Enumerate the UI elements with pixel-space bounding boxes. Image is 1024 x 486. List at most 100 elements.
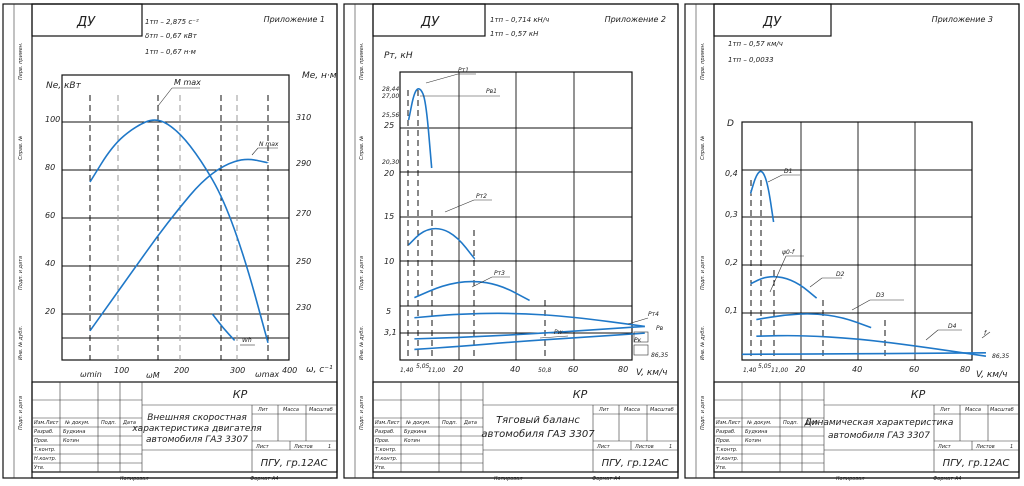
sheet-2-tb-lit: Лит bbox=[598, 407, 610, 413]
sheet-3-tb-org: ПГУ, гр.12АС bbox=[943, 458, 1010, 469]
sheet-2-stamp-box bbox=[372, 3, 486, 37]
sheet-2-leader bbox=[471, 276, 493, 288]
sheet-1-side-label: Перв. примен. bbox=[18, 42, 24, 80]
sheet-1-side-label: Справ. № bbox=[18, 136, 24, 160]
sheet-2-param-2: 1тп – 0,57 кН bbox=[490, 30, 539, 38]
sheet-1-tb-person: Разраб. bbox=[34, 429, 54, 435]
sheet-3-param-2: 1тп – 0,0033 bbox=[728, 56, 774, 64]
sheet-3-side-label: Справ. № bbox=[700, 136, 706, 160]
sheet-1-leader-nmax bbox=[251, 147, 259, 156]
sheet-2-side-label: Перв. примен. bbox=[359, 42, 365, 80]
sheet-1-right-tick: 270 bbox=[296, 209, 311, 218]
sheet-1-x-tick: 400 bbox=[282, 366, 297, 375]
sheet-1-x-tick: ωmax bbox=[255, 370, 279, 379]
sheet-3-y-tick: 0,3 bbox=[725, 210, 738, 219]
sheet-2-tb-person: Т.контр. bbox=[375, 447, 397, 453]
sheet-2-tb-org: ПГУ, гр.12АС bbox=[602, 458, 669, 469]
sheet-1-footer-right: Формат А4 bbox=[250, 476, 278, 482]
sheet-1-right-tick: 310 bbox=[296, 113, 311, 122]
sheet-3-x-tick: 1,40 bbox=[743, 367, 757, 374]
sheet-2-appendix: Приложение 2 bbox=[605, 15, 666, 24]
sheet-1-tb-lit: Лит bbox=[257, 407, 269, 413]
sheet-2: ДУ Приложение 2 1тп – 0,714 кН/ч 1тп – 0… bbox=[343, 3, 679, 482]
sheet-3-annot: f bbox=[984, 330, 987, 337]
sheet-2-tb-mass: Масса bbox=[624, 407, 640, 413]
sheet-1-left-tick: 60 bbox=[45, 211, 55, 220]
sheet-1-ylabel-left: Ne, кВт bbox=[46, 81, 82, 91]
sheet-3-x-tick: 40 bbox=[852, 365, 862, 374]
sheet-1-xlabel: ω, с⁻¹ bbox=[306, 365, 333, 375]
sheet-2-tb-name: Котин bbox=[404, 438, 421, 444]
sheet-3-tb-sheets-count: 1 bbox=[1010, 444, 1013, 450]
sheet-3-tb-row: Изм.Лист bbox=[716, 420, 742, 426]
sheet-2-leader bbox=[444, 199, 475, 213]
sheet-2-x-tick: 50,8 bbox=[538, 367, 552, 374]
sheet-1-left-tick: 80 bbox=[45, 163, 55, 172]
sheet-1-right-tick: 250 bbox=[296, 257, 311, 266]
sheet-1-leader-mmax bbox=[157, 87, 173, 107]
series-curve-pт1 bbox=[407, 88, 433, 169]
sheet-2-x-tick: 60 bbox=[568, 365, 578, 374]
sheet-3-leader bbox=[851, 299, 871, 311]
sheet-3-inner-frame bbox=[713, 3, 1020, 479]
sheet-1-footer-left: Копировал bbox=[120, 476, 149, 482]
sheet-2-tb-sheets: Листов bbox=[634, 444, 654, 450]
sheet-2-x-tick: 1,40 bbox=[400, 367, 414, 374]
sheet-3-footer-right: Формат А4 bbox=[933, 476, 961, 482]
sheet-2-leader bbox=[539, 335, 569, 339]
sheet-2-ylabel: Pт, кН bbox=[384, 51, 413, 61]
sheet-3: ДУ Приложение 3 1тп – 0,57 км/ч 1тп – 0,… bbox=[684, 3, 1020, 482]
sheet-1-tb-mass: Масса bbox=[283, 407, 299, 413]
sheet-2-tb-scale: Масштаб bbox=[650, 407, 674, 413]
sheet-2-tb-title-line: Тяговый баланс bbox=[496, 414, 580, 426]
sheet-1-left-tick: 20 bbox=[45, 307, 55, 316]
sheet-2-x-tick: 80 bbox=[618, 365, 628, 374]
sheet-3-tb-person: Утв. bbox=[716, 465, 727, 471]
sheet-3-leader bbox=[925, 329, 939, 341]
sheet-1-x-tick: 200 bbox=[174, 366, 189, 375]
sheet-2-x-tick: 20 bbox=[453, 365, 463, 374]
sheet-1-tb-name: Будкина bbox=[63, 429, 85, 435]
sheet-2-annot: Pт3 bbox=[494, 270, 505, 277]
sheet-3-appendix: Приложение 3 bbox=[932, 15, 993, 24]
sheet-3-tb-name: Котин bbox=[745, 438, 762, 444]
sheet-1-right-tick: 230 bbox=[296, 303, 311, 312]
sheet-3-x-tick: 60 bbox=[909, 365, 919, 374]
sheet-3-leader bbox=[767, 174, 783, 183]
sheet-1-tb-title-line: Внешняя скоростная bbox=[147, 413, 247, 423]
sheet-1-chart: Ne, кВт Me, н·м ω, с⁻¹ 100 80 60 40 20 3… bbox=[45, 71, 337, 380]
sheet-1-annot-wh: Wh bbox=[242, 337, 252, 344]
sheet-1-tb-sheets: Листов bbox=[293, 444, 313, 450]
sheet-1-tb-code: КР bbox=[233, 388, 248, 401]
sheet-1-title-block: КР Внешняя скоростная характеристика дви… bbox=[31, 381, 338, 482]
sheet-1-left-tick: 100 bbox=[45, 115, 60, 124]
sheet-2-y-tick: 25 bbox=[384, 121, 394, 130]
sheet-2-tb-person: Разраб. bbox=[375, 429, 395, 435]
sheet-3-leader bbox=[809, 277, 823, 288]
sheet-2-chart: Pт, кН V, км/ч 28,44 27,00 25,56 25 20,3… bbox=[382, 51, 668, 378]
sheet-3-title-block: КР Динамическая характеристика автомобил… bbox=[713, 381, 1020, 482]
sheet-2-tb-row: Подп. bbox=[442, 420, 457, 426]
sheet-3-tb-name: Будкина bbox=[745, 429, 767, 435]
sheet-2-tb-row: Изм.Лист bbox=[375, 420, 401, 426]
sheet-1-tb-person: Т.контр. bbox=[34, 447, 56, 453]
series-curve-pт3 bbox=[414, 280, 530, 302]
sheet-3-tb-person: Н.контр. bbox=[716, 456, 738, 462]
sheet-2-y-tick: 25,56 bbox=[382, 112, 399, 119]
sheet-1-tb-name: Котин bbox=[63, 438, 80, 444]
sheet-3-tb-person: Т.контр. bbox=[716, 447, 738, 453]
sheet-3-side-label: Инв. № дубл. bbox=[700, 326, 706, 360]
sheet-1-x-tick: 300 bbox=[230, 366, 245, 375]
sheet-2-side-label: Подп. и дата bbox=[359, 396, 365, 430]
sheet-2-tb-title-line: автомобиля ГАЗ 3307 bbox=[481, 428, 595, 440]
sheet-2-footer-left: Копировал bbox=[494, 476, 523, 482]
sheet-3-x-tick: 20 bbox=[795, 365, 805, 374]
sheet-2-y-tick: 5 bbox=[386, 307, 391, 316]
sheet-1-curves bbox=[89, 119, 269, 344]
sheet-3-x-tick: 5,05 bbox=[758, 363, 772, 370]
sheet-3-side-label: Подп. и дата bbox=[700, 256, 706, 290]
sheet-1-annot-mmax: M max bbox=[174, 78, 201, 87]
sheet-1-x-tick: ωМ bbox=[146, 371, 160, 380]
sheet-3-xlabel: V, км/ч bbox=[976, 370, 1007, 380]
sheet-1-side-label: Инв. № дубл. bbox=[18, 326, 24, 360]
